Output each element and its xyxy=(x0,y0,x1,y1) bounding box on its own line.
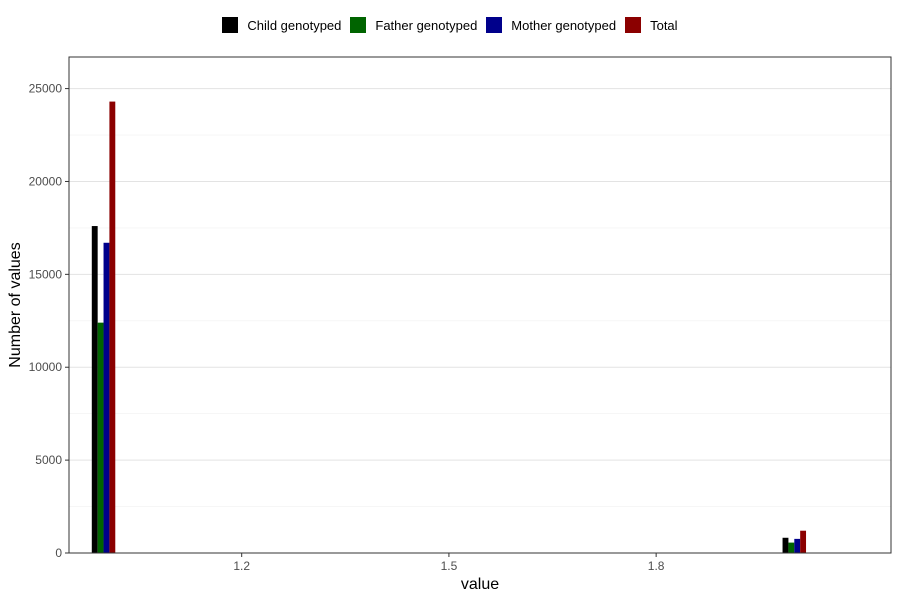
y-tick-label: 25000 xyxy=(29,82,63,96)
legend-item: Total xyxy=(625,17,678,33)
x-tick-label: 1.2 xyxy=(233,559,250,573)
plot-border xyxy=(68,56,892,554)
legend-item: Father genotyped xyxy=(350,17,477,33)
legend-label: Child genotyped xyxy=(247,17,342,33)
y-axis-title: Number of values xyxy=(7,242,24,367)
bar-total-2 xyxy=(800,530,807,553)
bar-total-1 xyxy=(109,101,116,554)
x-tick-label: 1.8 xyxy=(648,559,665,573)
x-axis-title: value xyxy=(461,576,499,593)
y-tick-label: 10000 xyxy=(29,360,63,374)
legend-item: Child genotyped xyxy=(222,17,341,33)
bar-child-genotyped-2 xyxy=(782,537,789,553)
legend-key xyxy=(625,17,642,33)
bar-child-genotyped-1 xyxy=(91,226,98,553)
y-tick-label: 0 xyxy=(55,546,62,560)
bar-mother-genotyped-1 xyxy=(103,242,110,553)
legend-label: Mother genotyped xyxy=(511,17,617,33)
legend-label: Father genotyped xyxy=(375,17,478,33)
legend-key xyxy=(222,17,239,33)
y-tick-label: 15000 xyxy=(29,267,63,281)
bar-father-genotyped-2 xyxy=(788,542,795,553)
x-tick-label: 1.5 xyxy=(441,559,458,573)
y-tick-label: 5000 xyxy=(35,453,62,467)
plot-panel xyxy=(69,57,891,553)
y-tick-label: 20000 xyxy=(29,174,63,188)
bar-father-genotyped-1 xyxy=(97,322,104,553)
legend: Child genotyped Father genotyped Mother ge… xyxy=(0,14,900,36)
legend-label: Total xyxy=(650,17,678,33)
bar-mother-genotyped-2 xyxy=(794,538,801,553)
legend-key xyxy=(486,17,503,33)
legend-item: Mother genotyped xyxy=(486,17,616,33)
legend-key xyxy=(350,17,367,33)
